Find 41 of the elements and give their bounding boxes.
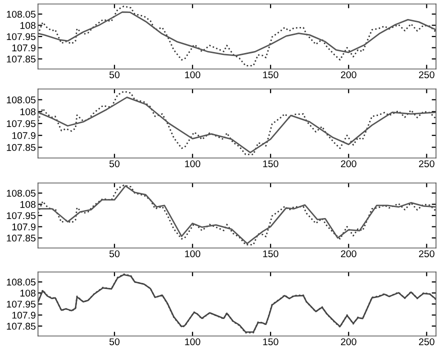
x-tick-label: 200 xyxy=(340,250,356,258)
y-tick-label: 107.9 xyxy=(12,132,36,140)
x-tick-label: 200 xyxy=(340,71,356,78)
x-tick-label: 200 xyxy=(340,338,356,346)
x-tick-label: 50 xyxy=(109,338,120,346)
x-tick-label: 150 xyxy=(263,250,278,258)
x-tick-label: 200 xyxy=(340,160,356,168)
y-tick-label: 108 xyxy=(20,201,36,208)
x-tick-label: 150 xyxy=(263,160,278,168)
x-tick-label: 100 xyxy=(185,160,200,168)
y-tick-label: 108.05 xyxy=(6,96,36,104)
x-tick-label: 100 xyxy=(185,338,200,346)
x-tick-label: 50 xyxy=(109,160,120,168)
x-tick-label: 250 xyxy=(419,160,434,168)
x-tick-label: 250 xyxy=(419,338,434,346)
x-tick-label: 100 xyxy=(185,71,200,78)
x-tick-label: 50 xyxy=(109,71,120,78)
x-tick-label: 250 xyxy=(419,250,434,258)
y-tick-label: 107.95 xyxy=(6,212,36,220)
x-tick-label: 150 xyxy=(263,71,278,78)
x-tick-label: 150 xyxy=(263,338,278,346)
y-tick-label: 107.9 xyxy=(12,223,36,230)
y-tick-label: 108 xyxy=(20,290,36,297)
y-tick-label: 107.95 xyxy=(6,300,36,308)
y-tick-label: 107.85 xyxy=(6,144,36,151)
y-tick-label: 108.05 xyxy=(6,278,36,286)
y-tick-label: 107.85 xyxy=(6,322,36,330)
x-tick-label: 100 xyxy=(185,250,200,258)
y-tick-label: 108 xyxy=(20,108,36,116)
y-tick-label: 107.95 xyxy=(6,33,36,40)
y-tick-label: 107.9 xyxy=(12,44,36,52)
y-tick-label: 107.9 xyxy=(12,312,36,319)
y-tick-label: 107.85 xyxy=(6,56,36,63)
y-tick-label: 107.85 xyxy=(6,234,36,242)
x-tick-label: 250 xyxy=(419,71,434,78)
line-series xyxy=(38,6,436,66)
x-tick-label: 50 xyxy=(109,250,120,258)
y-tick-label: 108.05 xyxy=(6,10,36,18)
y-tick-label: 108 xyxy=(20,22,36,29)
y-tick-label: 107.95 xyxy=(6,120,36,128)
y-tick-label: 108.05 xyxy=(6,190,36,197)
